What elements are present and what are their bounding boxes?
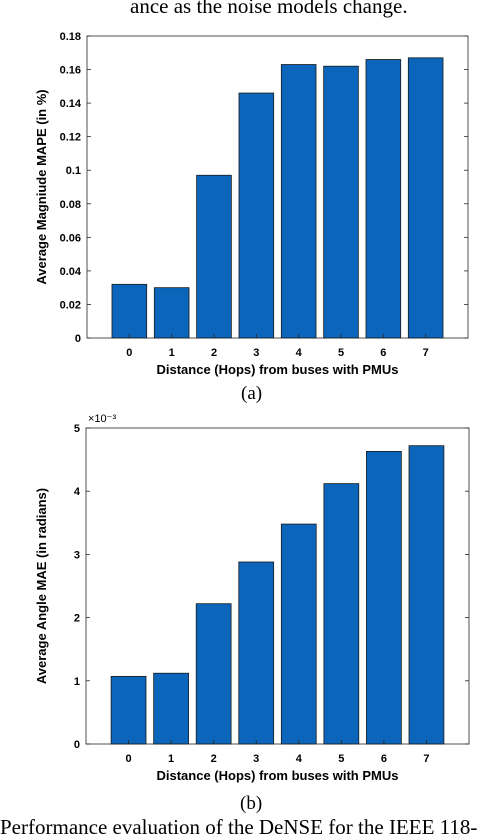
x-axis-title: Distance (Hops) from buses with PMUs [157,362,399,377]
x-tick-label: 5 [338,347,344,359]
bar-3 [238,92,275,339]
y-tick-label: 4 [74,486,81,498]
bar-6 [365,59,402,339]
bar-6 [366,450,402,745]
x-tick-label: 4 [296,753,303,765]
bar-2 [196,174,232,339]
x-tick-label: 1 [169,347,175,359]
bar-2 [195,603,232,745]
x-tick-label: 7 [423,347,429,359]
y-tick-label: 0.18 [60,31,81,43]
x-tick-label: 5 [338,753,344,765]
x-tick-label: 2 [211,347,217,359]
x-tick-label: 3 [253,753,259,765]
bar-7 [407,57,444,339]
y-tick-label: 0.08 [60,199,81,211]
x-tick-label: 4 [296,347,303,359]
y-tick-label: 0.04 [60,266,82,278]
x-tick-label: 6 [380,347,386,359]
x-tick-label: 3 [253,347,259,359]
bar-5 [323,483,360,745]
y-axis-title: Average Angle MAE (in radians) [34,488,49,684]
x-tick-label: 6 [381,753,387,765]
caption-b: (b) [240,793,263,814]
bar-chart-a: 0 0.02 0.04 0.06 0.08 0.1 0.12 0.14 0.16 0.18 0 1 2 3… [34,31,469,377]
y-tick-label: 0.16 [60,65,81,77]
plot-frame [85,427,470,745]
bar-3 [238,561,275,745]
y-tick-label: 5 [74,423,80,435]
y-tick-label: 0.02 [60,299,81,311]
x-tick-label: 7 [423,753,429,765]
bar-4 [280,523,317,745]
bar-7 [408,445,445,745]
y-tick-label: 0.14 [60,98,82,110]
bar-0 [110,675,147,745]
bar-0 [111,283,148,339]
bar-5 [323,65,359,339]
bar-4 [280,64,317,339]
x-axis-title: Distance (Hops) from buses with PMUs [157,768,399,783]
body-text-top: ance as the noise models change. [130,0,408,18]
y-tick-label: 1 [74,676,80,688]
y-axis-title: Average Magniude MAPE (in %) [34,89,49,284]
y-tick-label: 2 [74,613,80,625]
body-text-bottom: Performance evaluation of the DeNSE for … [0,815,478,839]
x-tick-label: 2 [211,753,217,765]
y-tick-label: 3 [74,549,80,561]
y-tick-label: 0 [74,739,80,751]
bar-1 [153,672,189,745]
y-tick-label: 0.1 [66,165,81,177]
x-tick-label: 0 [126,347,132,359]
y-tick-label: 0 [75,333,81,345]
bar-1 [153,287,190,339]
caption-a: (a) [241,383,263,404]
x-tick-label: 0 [125,753,131,765]
y-tick-label: 0.06 [60,232,81,244]
y-axis-exponent: ×10⁻³ [88,413,116,425]
x-tick-label: 1 [168,753,174,765]
plot-frame [86,35,469,339]
y-tick-label: 0.12 [60,132,81,144]
bar-chart-b: 0 1 2 3 4 5 0 1 2 3 4 5 6 7 Distance (Hops) from buses… [34,413,470,783]
